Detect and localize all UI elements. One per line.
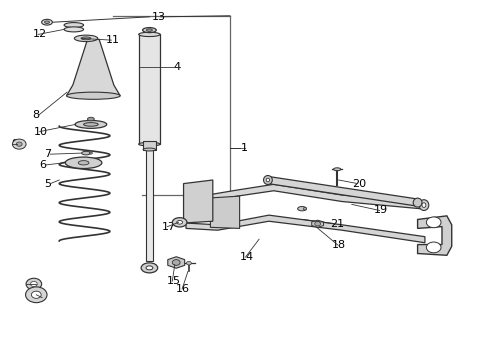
Polygon shape — [183, 180, 212, 223]
Ellipse shape — [412, 198, 421, 207]
Ellipse shape — [65, 157, 102, 168]
Ellipse shape — [263, 176, 272, 184]
Text: 18: 18 — [331, 240, 346, 250]
Text: 16: 16 — [176, 284, 190, 294]
Polygon shape — [311, 220, 323, 227]
Ellipse shape — [89, 152, 92, 154]
Ellipse shape — [81, 37, 91, 40]
Ellipse shape — [297, 207, 306, 211]
Circle shape — [16, 142, 22, 146]
Ellipse shape — [418, 200, 428, 211]
Text: 21: 21 — [329, 219, 343, 229]
Text: 4: 4 — [173, 62, 181, 72]
Polygon shape — [203, 184, 419, 209]
Ellipse shape — [64, 27, 83, 32]
Polygon shape — [185, 215, 424, 243]
Bar — [143, 140, 156, 149]
Circle shape — [30, 282, 37, 287]
Text: 9: 9 — [11, 139, 19, 149]
Text: 11: 11 — [105, 35, 119, 45]
Bar — [139, 35, 160, 144]
Text: 19: 19 — [373, 206, 387, 216]
Circle shape — [426, 217, 440, 228]
Ellipse shape — [78, 161, 89, 165]
Circle shape — [172, 260, 180, 265]
Circle shape — [12, 139, 26, 149]
Ellipse shape — [75, 121, 106, 129]
Circle shape — [186, 261, 191, 265]
Text: 2: 2 — [36, 293, 43, 303]
Ellipse shape — [44, 21, 49, 23]
Circle shape — [25, 287, 47, 303]
Text: 3: 3 — [30, 283, 37, 293]
Polygon shape — [267, 176, 417, 206]
Ellipse shape — [66, 92, 120, 99]
Text: 17: 17 — [161, 222, 175, 231]
Ellipse shape — [333, 168, 340, 171]
Ellipse shape — [139, 32, 160, 37]
Ellipse shape — [265, 178, 269, 182]
Ellipse shape — [81, 151, 90, 155]
Ellipse shape — [303, 207, 306, 210]
Text: 1: 1 — [240, 143, 247, 153]
Ellipse shape — [143, 148, 156, 151]
Circle shape — [31, 291, 41, 298]
Text: 13: 13 — [152, 12, 165, 22]
Ellipse shape — [142, 28, 156, 33]
Polygon shape — [417, 216, 451, 255]
Text: 20: 20 — [351, 179, 365, 189]
Ellipse shape — [64, 23, 83, 28]
Polygon shape — [210, 196, 239, 228]
Text: 8: 8 — [32, 111, 40, 121]
Ellipse shape — [146, 266, 153, 270]
Ellipse shape — [141, 263, 158, 273]
Polygon shape — [167, 257, 184, 268]
Text: 15: 15 — [166, 276, 180, 286]
Text: 14: 14 — [239, 252, 253, 262]
Circle shape — [426, 242, 440, 253]
Text: 6: 6 — [40, 160, 47, 170]
Ellipse shape — [176, 221, 182, 224]
Ellipse shape — [87, 117, 94, 121]
Ellipse shape — [74, 35, 98, 41]
Ellipse shape — [421, 203, 425, 207]
Bar — [146, 144, 153, 261]
Ellipse shape — [172, 218, 186, 227]
Ellipse shape — [41, 19, 52, 25]
Circle shape — [314, 222, 320, 226]
Ellipse shape — [146, 29, 152, 31]
Circle shape — [26, 278, 41, 290]
Ellipse shape — [139, 142, 160, 146]
Polygon shape — [66, 40, 120, 96]
Text: 7: 7 — [44, 149, 52, 159]
Text: 12: 12 — [32, 30, 46, 39]
Text: 5: 5 — [44, 179, 51, 189]
Ellipse shape — [83, 123, 98, 126]
Text: 10: 10 — [34, 127, 48, 136]
